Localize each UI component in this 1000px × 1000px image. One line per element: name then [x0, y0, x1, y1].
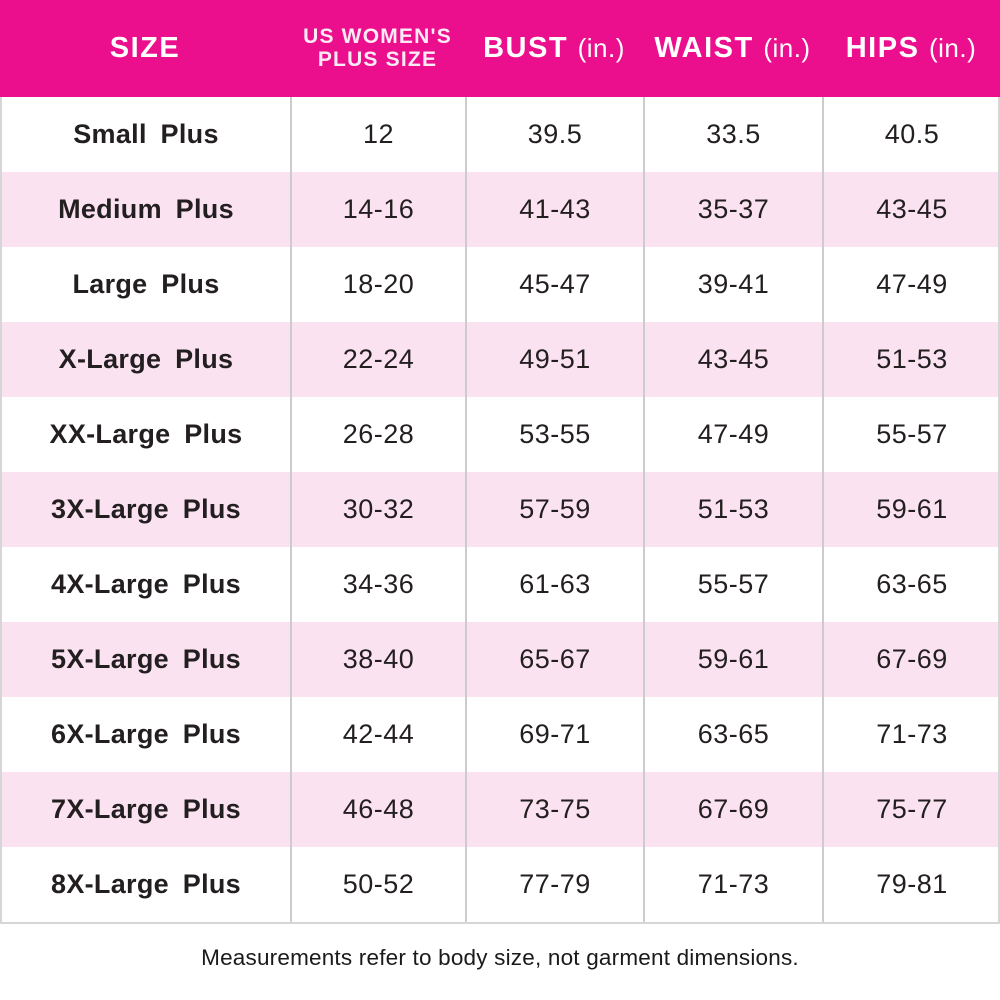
hips-cell: 59-61	[822, 472, 1000, 547]
us-plus-size-cell: 12	[290, 97, 465, 172]
table-row: 4X-Large Plus 34-36 61-63 55-57 63-65	[2, 547, 998, 622]
table-body: Small Plus 12 39.5 33.5 40.5 Medium Plus…	[0, 97, 1000, 924]
waist-cell: 55-57	[643, 547, 822, 622]
bust-cell: 77-79	[465, 847, 643, 922]
waist-cell: 43-45	[643, 322, 822, 397]
size-cell: X-Large Plus	[58, 344, 234, 374]
size-cell: Large Plus	[72, 269, 220, 299]
us-plus-size-cell: 14-16	[290, 172, 465, 247]
col-header-hips-label: HIPS	[845, 32, 920, 65]
waist-cell: 71-73	[643, 847, 822, 922]
us-plus-size-cell: 18-20	[290, 247, 465, 322]
us-plus-size-cell: 46-48	[290, 772, 465, 847]
table-row: X-Large Plus 22-24 49-51 43-45 51-53	[2, 322, 998, 397]
bust-cell: 69-71	[465, 697, 643, 772]
us-plus-size-cell: 38-40	[290, 622, 465, 697]
size-cell: 7X-Large Plus	[51, 794, 241, 824]
col-header-size-label: SIZE	[109, 32, 181, 65]
hips-cell: 63-65	[822, 547, 1000, 622]
waist-cell: 63-65	[643, 697, 822, 772]
bust-cell: 65-67	[465, 622, 643, 697]
hips-cell: 47-49	[822, 247, 1000, 322]
table-row: Small Plus 12 39.5 33.5 40.5	[2, 97, 998, 172]
footer-note: Measurements refer to body size, not gar…	[201, 945, 799, 970]
us-plus-size-cell: 50-52	[290, 847, 465, 922]
hips-cell: 67-69	[822, 622, 1000, 697]
hips-cell: 75-77	[822, 772, 1000, 847]
waist-cell: 67-69	[643, 772, 822, 847]
col-header-waist: WAIST (in.)	[643, 33, 822, 63]
hips-cell: 43-45	[822, 172, 1000, 247]
table-row: 7X-Large Plus 46-48 73-75 67-69 75-77	[2, 772, 998, 847]
col-header-bust-unit: (in.)	[577, 33, 625, 64]
table-row: 6X-Large Plus 42-44 69-71 63-65 71-73	[2, 697, 998, 772]
col-header-us-plus-size: US WOMEN'S PLUS SIZE	[290, 26, 465, 70]
bust-cell: 73-75	[465, 772, 643, 847]
table-row: Medium Plus 14-16 41-43 35-37 43-45	[2, 172, 998, 247]
col-header-waist-unit: (in.)	[763, 33, 811, 64]
hips-cell: 79-81	[822, 847, 1000, 922]
waist-cell: 59-61	[643, 622, 822, 697]
col-header-hips-unit: (in.)	[928, 33, 977, 64]
hips-cell: 40.5	[822, 97, 1000, 172]
table-row: XX-Large Plus 26-28 53-55 47-49 55-57	[2, 397, 998, 472]
bust-cell: 57-59	[465, 472, 643, 547]
waist-cell: 47-49	[643, 397, 822, 472]
waist-cell: 35-37	[643, 172, 822, 247]
us-plus-size-cell: 26-28	[290, 397, 465, 472]
bust-cell: 49-51	[465, 322, 643, 397]
size-cell: XX-Large Plus	[49, 419, 243, 449]
hips-cell: 71-73	[822, 697, 1000, 772]
size-cell: 5X-Large Plus	[51, 644, 241, 674]
bust-cell: 41-43	[465, 172, 643, 247]
waist-cell: 39-41	[643, 247, 822, 322]
bust-cell: 53-55	[465, 397, 643, 472]
col-header-waist-label: WAIST	[654, 32, 754, 65]
col-header-size: SIZE	[0, 33, 290, 63]
col-header-us-plus-size-line2: PLUS SIZE	[317, 47, 438, 71]
table-row: 8X-Large Plus 50-52 77-79 71-73 79-81	[2, 847, 998, 922]
size-cell: 3X-Large Plus	[51, 494, 241, 524]
size-cell: 8X-Large Plus	[51, 869, 241, 899]
table-row: 3X-Large Plus 30-32 57-59 51-53 59-61	[2, 472, 998, 547]
bust-cell: 39.5	[465, 97, 643, 172]
size-cell: 4X-Large Plus	[51, 569, 241, 599]
size-cell: Medium Plus	[58, 194, 234, 224]
table-row: 5X-Large Plus 38-40 65-67 59-61 67-69	[2, 622, 998, 697]
col-header-bust-label: BUST	[483, 32, 569, 65]
us-plus-size-cell: 42-44	[290, 697, 465, 772]
size-cell: 6X-Large Plus	[51, 719, 241, 749]
hips-cell: 51-53	[822, 322, 1000, 397]
us-plus-size-cell: 34-36	[290, 547, 465, 622]
table-row: Large Plus 18-20 45-47 39-41 47-49	[2, 247, 998, 322]
table-header-row: SIZE US WOMEN'S PLUS SIZE BUST (in.) WAI…	[0, 0, 1000, 97]
bust-cell: 61-63	[465, 547, 643, 622]
bust-cell: 45-47	[465, 247, 643, 322]
hips-cell: 55-57	[822, 397, 1000, 472]
col-header-us-plus-size-line1: US WOMEN'S	[303, 25, 452, 49]
col-header-bust: BUST (in.)	[465, 33, 643, 63]
waist-cell: 33.5	[643, 97, 822, 172]
us-plus-size-cell: 22-24	[290, 322, 465, 397]
col-header-hips: HIPS (in.)	[822, 33, 1000, 63]
size-cell: Small Plus	[73, 119, 219, 149]
us-plus-size-cell: 30-32	[290, 472, 465, 547]
waist-cell: 51-53	[643, 472, 822, 547]
